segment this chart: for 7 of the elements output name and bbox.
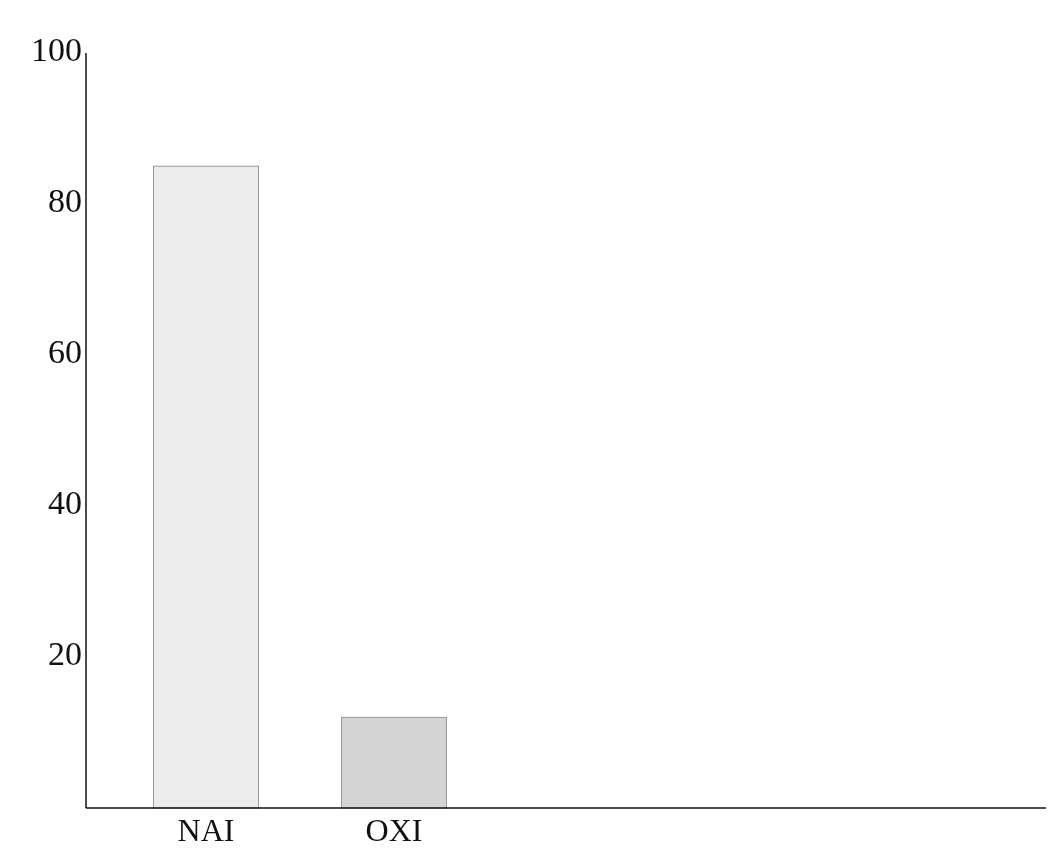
x-tick-label: NAI <box>177 812 235 848</box>
y-tick-label: 20 <box>48 634 82 672</box>
y-tick-label: 40 <box>48 483 82 521</box>
y-tick-label: 100 <box>31 30 82 68</box>
y-tick-label: 60 <box>48 332 82 370</box>
x-tick-label: OXI <box>365 812 423 848</box>
y-tick-label: 80 <box>48 181 82 219</box>
